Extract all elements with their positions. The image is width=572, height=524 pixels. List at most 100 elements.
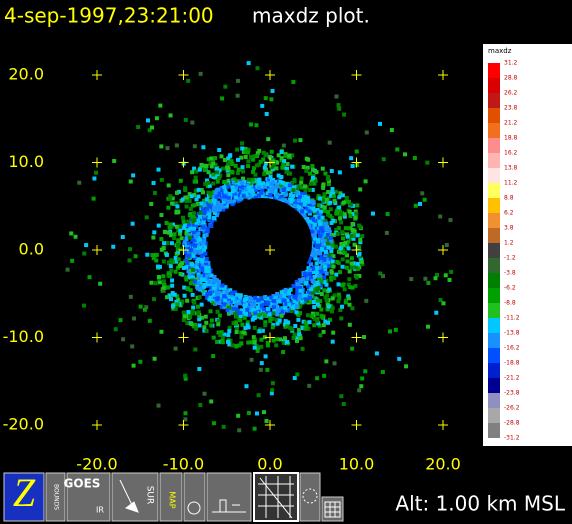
echo-pixel [312, 323, 317, 328]
echo-pixel [339, 220, 344, 225]
y-tick-label: 0.0 [19, 240, 44, 259]
echo-pixel [297, 304, 302, 309]
echo-pixel [269, 391, 274, 396]
echo-pixel [267, 312, 272, 317]
echo-pixel [166, 183, 171, 188]
echo-pixel [281, 293, 286, 298]
echo-pixel [214, 166, 219, 171]
echo-pixel [296, 207, 301, 212]
ir-label: IR [96, 506, 104, 515]
x-tick-label: 10.0 [339, 455, 375, 474]
echo-pixel [315, 273, 320, 278]
echo-pixel [227, 329, 232, 334]
echo-pixel [252, 325, 257, 330]
echo-pixel [243, 154, 248, 159]
echo-pixel [338, 246, 343, 251]
echo-pixel [329, 169, 334, 174]
echo-pixel [231, 180, 236, 185]
echo-pixel [350, 285, 355, 290]
echo-pixel [322, 246, 327, 251]
rings-button[interactable] [299, 472, 321, 522]
echo-pixel [212, 201, 217, 206]
echo-pixel [337, 170, 342, 175]
echo-pixel [321, 198, 326, 203]
echo-pixel [168, 113, 173, 118]
echo-pixel [294, 190, 299, 195]
echo-pixel [193, 175, 198, 180]
echo-pixel [280, 306, 285, 311]
sur-button[interactable] [111, 472, 159, 522]
goes-button[interactable] [66, 472, 111, 522]
colorbar-swatch [488, 228, 500, 243]
echo-pixel [337, 296, 342, 301]
echo-pixel [191, 223, 196, 228]
echo-pixel [111, 244, 116, 249]
echo-pixel [340, 236, 345, 241]
grid-cross [265, 157, 275, 168]
echo-pixel [374, 351, 379, 356]
echo-pixel [343, 300, 348, 305]
echo-pixel [165, 285, 170, 290]
echo-pixel [316, 239, 321, 244]
grid-button[interactable] [253, 472, 299, 522]
echo-pixel [261, 181, 266, 186]
echo-pixel [249, 307, 254, 312]
echo-pixel [246, 185, 251, 190]
echo-pixel [360, 262, 365, 267]
echo-pixel [348, 236, 353, 241]
echo-pixel [291, 185, 296, 190]
table-button[interactable] [321, 496, 344, 522]
echo-pixel [198, 283, 203, 288]
echo-pixel [164, 295, 169, 300]
echo-pixel [169, 268, 174, 273]
echo-pixel [192, 179, 197, 184]
echo-pixel [255, 153, 260, 158]
echo-pixel [261, 307, 266, 312]
echo-pixel [235, 292, 240, 297]
echo-pixel [188, 281, 193, 286]
echo-pixel [295, 282, 300, 287]
echo-pixel [253, 193, 258, 198]
echo-pixel [279, 149, 284, 154]
z-button[interactable] [3, 472, 45, 522]
echo-pixel [300, 198, 305, 203]
echo-pixel [190, 278, 195, 283]
echo-pixel [321, 269, 326, 274]
echo-pixel [271, 338, 276, 343]
map-button[interactable] [159, 472, 183, 522]
echo-pixel [448, 218, 453, 223]
echo-pixel [204, 328, 209, 333]
echo-pixel [441, 301, 446, 306]
echo-pixel [303, 216, 308, 221]
echo-pixel [286, 320, 291, 325]
echo-pixel [305, 313, 310, 318]
echo-pixel [173, 255, 178, 260]
grid-cross [92, 70, 102, 80]
colorbar-swatch [488, 318, 500, 333]
echo-pixel [331, 254, 336, 259]
bounds-button[interactable] [45, 472, 66, 522]
echo-pixel [192, 300, 197, 305]
echo-pixel [190, 262, 195, 267]
map-label: MAP [168, 491, 177, 508]
profile-button[interactable] [206, 472, 252, 522]
echo-pixel [224, 288, 229, 293]
echo-pixel [196, 311, 201, 316]
echo-pixel [318, 283, 323, 288]
echo-pixel [173, 346, 178, 351]
colorbar-swatch [488, 258, 500, 273]
echo-pixel [443, 273, 448, 278]
echo-pixel [202, 222, 207, 227]
echo-pixel [291, 193, 296, 198]
echo-pixel [244, 297, 249, 302]
echo-pixel [212, 210, 217, 215]
echo-pixel [355, 203, 360, 208]
echo-pixel [186, 265, 191, 270]
echo-pixel [258, 367, 263, 372]
echo-pixel [336, 292, 341, 297]
echo-pixel [272, 301, 277, 306]
echo-pixel [257, 302, 262, 307]
echo-pixel [278, 337, 283, 342]
echo-pixel [307, 219, 312, 224]
echo-pixel [172, 201, 177, 206]
